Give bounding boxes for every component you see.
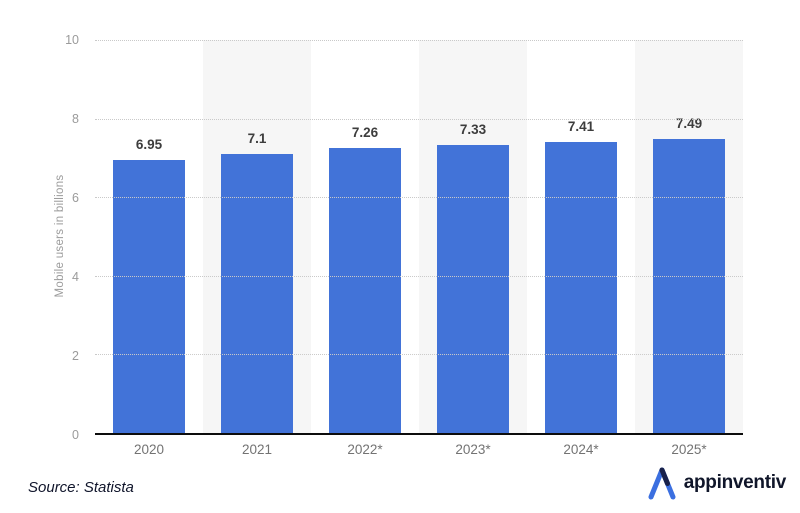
- bar-2025: [653, 138, 725, 433]
- category-band-2023: 7.33 2023*: [419, 40, 527, 457]
- y-tick-label: 10: [65, 33, 79, 47]
- y-axis-ticks: 0 2 4 6 8 10: [0, 33, 86, 442]
- x-axis-label: 2024*: [563, 442, 599, 457]
- bar-value-label: 7.1: [247, 130, 267, 146]
- bar-2023: [437, 144, 509, 433]
- x-axis-label: 2023*: [455, 442, 491, 457]
- plot-area: 6.95 2020 7.1 2021 7.26 2022* 7.33 2023* 7.41 202…: [95, 40, 743, 457]
- y-tick-label: 2: [72, 349, 79, 363]
- bar-value-label: 7.33: [459, 121, 487, 137]
- category-band-2021: 7.1 2021: [203, 40, 311, 457]
- x-axis-label: 2021: [241, 442, 273, 457]
- bar-2024: [545, 141, 617, 433]
- bar-2021: [221, 153, 293, 433]
- gridline-6: [95, 197, 743, 199]
- source-note: Source: Statista: [28, 479, 134, 496]
- appinventiv-mark-icon: [647, 466, 677, 500]
- category-bands: 6.95 2020 7.1 2021 7.26 2022* 7.33 2023* 7.41 202…: [95, 40, 743, 457]
- y-tick-label: 6: [72, 191, 79, 205]
- gridline-10: [95, 40, 743, 41]
- bar-2022: [329, 147, 401, 433]
- category-band-2024: 7.41 2024*: [527, 40, 635, 457]
- category-band-2022: 7.26 2022*: [311, 40, 419, 457]
- y-tick-label: 4: [72, 270, 79, 284]
- x-axis-label: 2022*: [347, 442, 383, 457]
- y-tick-label: 0: [72, 428, 79, 442]
- y-tick-label: 8: [72, 112, 79, 126]
- x-axis-label: 2025*: [671, 442, 707, 457]
- category-band-2025: 7.49 2025*: [635, 40, 743, 457]
- bar-value-label: 7.26: [351, 124, 379, 140]
- gridline-2: [95, 354, 743, 356]
- bar-value-label: 7.41: [567, 118, 595, 134]
- x-axis-label: 2020: [133, 442, 165, 457]
- gridline-8: [95, 118, 743, 120]
- appinventiv-logo-text: appinventiv: [683, 472, 787, 493]
- appinventiv-logo: appinventiv: [647, 466, 786, 500]
- category-band-2020: 6.95 2020: [95, 40, 203, 457]
- bar-2020: [113, 159, 185, 433]
- bar-value-label: 6.95: [135, 136, 163, 152]
- gridline-4: [95, 275, 743, 277]
